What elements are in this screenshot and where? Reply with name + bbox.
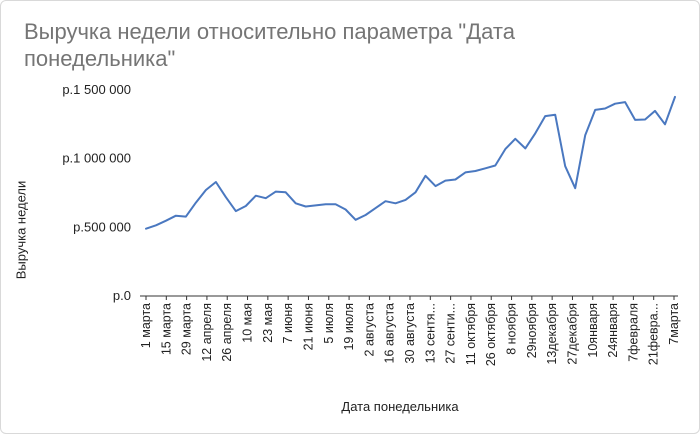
x-tick-label: 27декабря <box>565 303 579 365</box>
y-tick-label: р.1 000 000 <box>62 151 131 166</box>
x-tick-label: 15 марта <box>159 303 173 355</box>
chart-title: Выручка недели относительно параметра "Д… <box>24 19 515 71</box>
x-tick-label: 21февра... <box>647 303 661 365</box>
x-tick-label: 23 мая <box>261 303 275 343</box>
y-tick-label: р.1 500 000 <box>62 82 131 97</box>
x-tick-label: 29 марта <box>180 303 194 355</box>
x-tick-label: 27 сенти... <box>444 303 458 364</box>
x-tick-label: 7февраля <box>626 303 640 362</box>
series-line <box>145 95 676 230</box>
x-tick-label: 26 апреля <box>220 303 234 362</box>
x-tick-label: 19 июля <box>342 303 356 351</box>
x-tick-label: 13 сентя... <box>423 303 437 363</box>
x-tick-label: 29ноября <box>525 303 539 358</box>
x-tick-label: 26 октября <box>484 303 498 366</box>
x-tick-label: 1 марта <box>139 303 153 348</box>
y-tick-label: р.500 000 <box>73 219 131 234</box>
x-tick-label: 11 октября <box>464 303 478 365</box>
x-tick-label: 5 июля <box>322 303 336 344</box>
x-axis-title: Дата понедельника <box>341 399 459 414</box>
x-tick-label: 16 августа <box>383 303 397 363</box>
x-tick-label: 13декабря <box>545 303 559 365</box>
x-tick-label: 10 мая <box>241 303 255 343</box>
x-tick-label: 7 июня <box>281 303 295 343</box>
x-tick-label: 8 ноября <box>505 303 519 355</box>
x-tick-label: 12 апреля <box>200 303 214 362</box>
y-tick-label: р.0 <box>113 288 131 303</box>
x-tick-label: 2 августа <box>362 303 376 357</box>
x-tick-label: 24января <box>606 303 620 358</box>
x-tick-label: 21 июня <box>301 303 315 350</box>
x-tick-label: 7марта <box>667 303 681 345</box>
x-tick-label: 10января <box>586 303 600 358</box>
x-tick-label: 30 августа <box>403 303 417 363</box>
